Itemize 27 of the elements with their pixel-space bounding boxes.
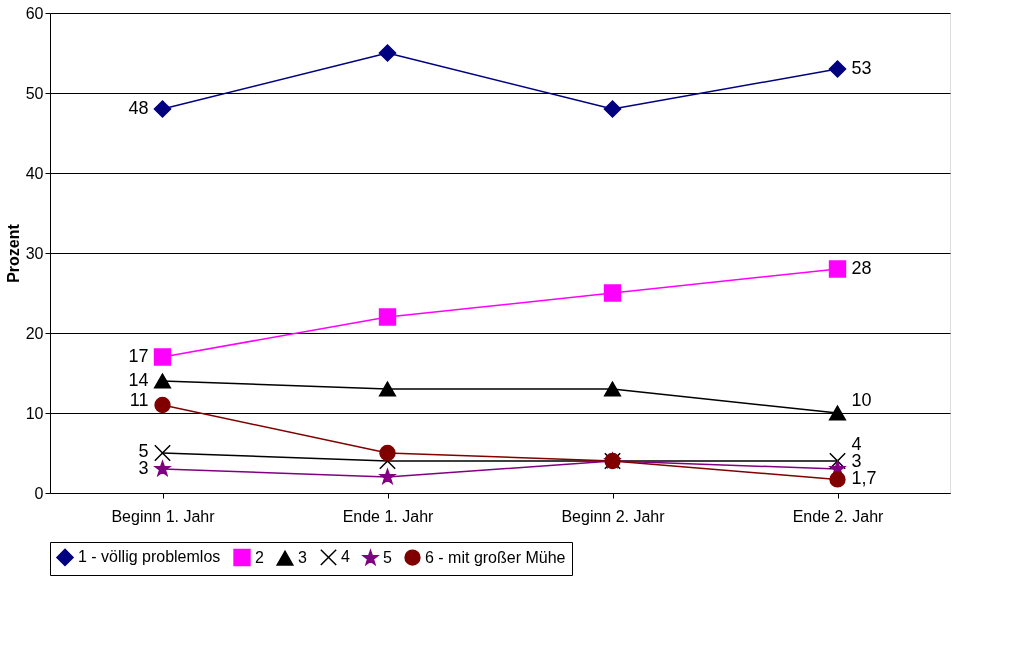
y-tick-label: 30: [25, 244, 44, 262]
legend-label: 3: [298, 549, 307, 567]
x-tick-label: Ende 2. Jahr: [792, 507, 885, 525]
x-tick-label: Ende 1. Jahr: [342, 507, 435, 525]
legend-label: 6 - mit großer Mühe: [425, 548, 566, 566]
y-tick-label: 60: [25, 4, 44, 22]
legend-label: 5: [383, 549, 392, 567]
data-label: 10: [851, 390, 872, 410]
data-label: 11: [129, 390, 149, 410]
data-label: 17: [128, 346, 149, 366]
data-label: 28: [851, 258, 872, 278]
data-label: 53: [851, 58, 872, 78]
x-tick-label: Beginn 2. Jahr: [561, 507, 666, 525]
y-tick-label: 0: [34, 484, 44, 502]
y-tick-label: 20: [25, 324, 44, 342]
y-axis-title: Prozent: [4, 223, 22, 283]
data-label: 5: [138, 441, 149, 461]
x-tick-label: Beginn 1. Jahr: [111, 507, 216, 525]
legend-label: 2: [255, 548, 264, 566]
legend-label: 1 - völlig problemlos: [78, 548, 221, 566]
y-tick-label: 10: [25, 404, 44, 422]
data-label: 48: [128, 98, 149, 118]
y-tick-label: 50: [25, 84, 44, 102]
data-label: 3: [138, 458, 149, 478]
legend-label: 4: [341, 548, 350, 566]
y-tick-label: 40: [25, 164, 44, 182]
data-label: 14: [128, 370, 149, 390]
